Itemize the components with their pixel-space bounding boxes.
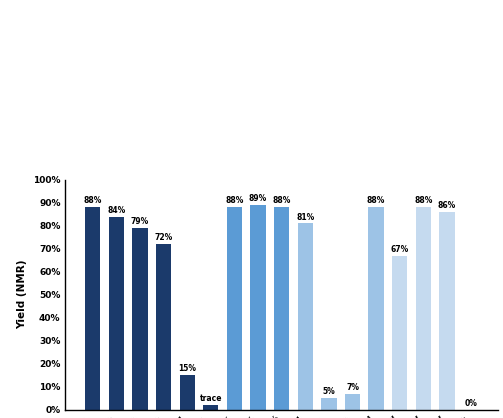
Text: 86%: 86% — [438, 201, 456, 210]
Bar — [345, 394, 360, 410]
Bar — [439, 212, 455, 410]
Text: 79%: 79% — [131, 217, 149, 226]
Y-axis label: Yield (NMR): Yield (NMR) — [18, 260, 28, 329]
Bar — [156, 244, 171, 410]
Text: 84%: 84% — [107, 206, 125, 215]
Text: 88%: 88% — [83, 196, 102, 206]
Text: trace: trace — [200, 394, 222, 403]
Bar — [274, 207, 289, 410]
Bar — [369, 207, 384, 410]
Bar — [109, 217, 124, 410]
Bar — [298, 223, 313, 410]
Bar — [180, 375, 195, 410]
Text: 5%: 5% — [322, 387, 336, 396]
Text: 88%: 88% — [225, 196, 243, 206]
Bar — [227, 207, 242, 410]
Text: 88%: 88% — [273, 196, 291, 206]
Text: 15%: 15% — [178, 364, 196, 373]
Text: 67%: 67% — [391, 245, 409, 254]
Text: 88%: 88% — [414, 196, 433, 206]
Bar — [203, 405, 218, 410]
Bar — [85, 207, 101, 410]
Bar — [392, 255, 407, 410]
Bar — [415, 207, 431, 410]
Bar — [321, 398, 337, 410]
Text: 0%: 0% — [464, 399, 477, 408]
Text: 81%: 81% — [296, 213, 314, 222]
Text: 89%: 89% — [249, 194, 267, 203]
Bar — [250, 205, 266, 410]
Bar — [132, 228, 148, 410]
Text: 88%: 88% — [367, 196, 385, 206]
Text: 72%: 72% — [154, 233, 173, 242]
Text: 7%: 7% — [346, 383, 359, 392]
